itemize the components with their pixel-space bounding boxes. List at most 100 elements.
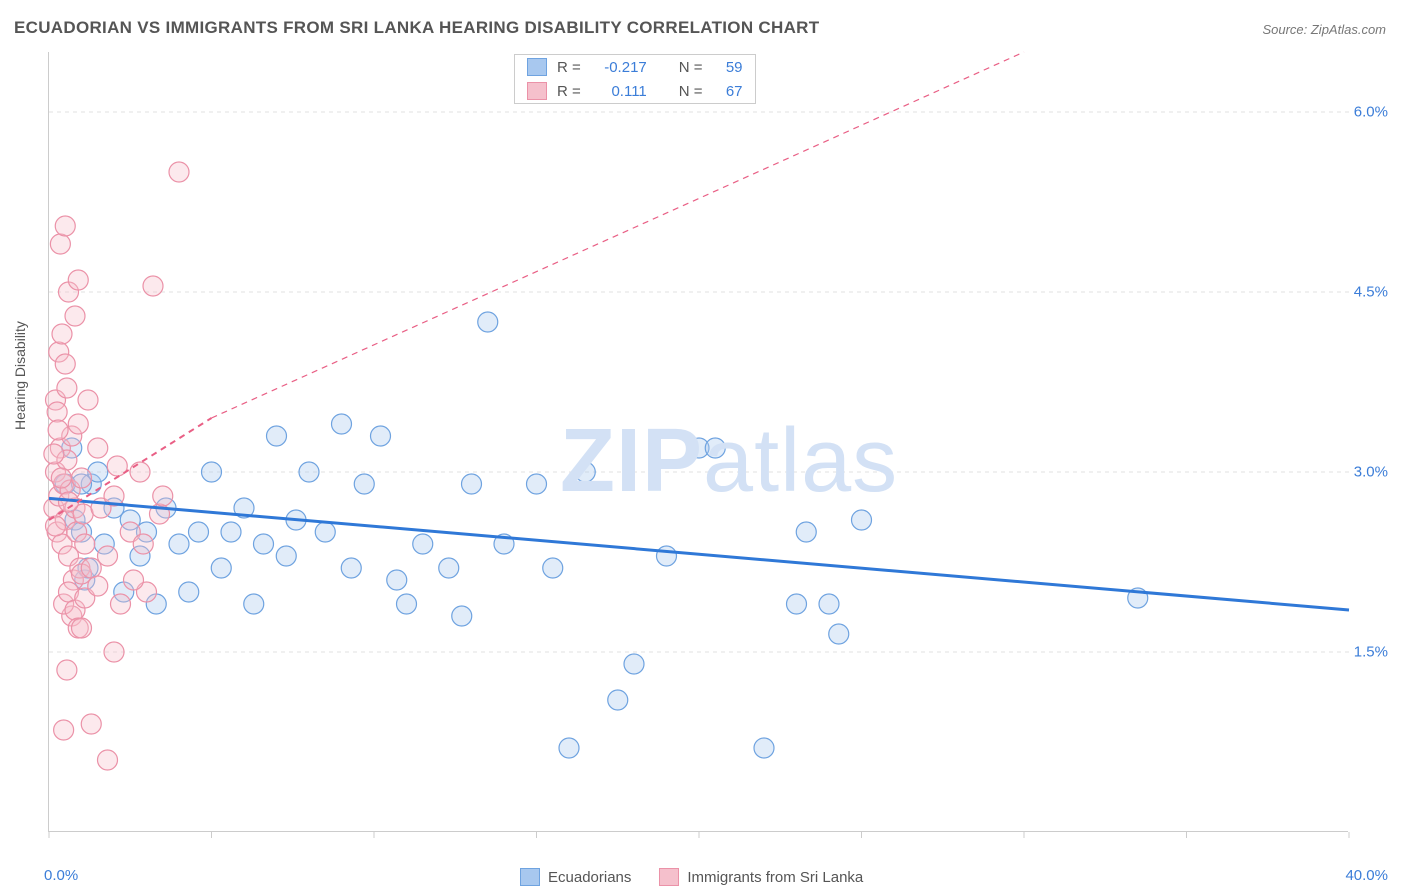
x-tick-max: 40.0% — [1345, 867, 1388, 884]
data-point — [413, 534, 433, 554]
data-point — [575, 462, 595, 482]
data-point — [81, 714, 101, 734]
data-point — [559, 738, 579, 758]
stats-legend-row: R = 0.111 N = 67 — [515, 79, 755, 103]
n-value: 67 — [713, 83, 743, 100]
r-label: R = — [557, 83, 581, 100]
data-point — [72, 618, 92, 638]
data-point — [657, 546, 677, 566]
r-label: R = — [557, 59, 581, 76]
data-point — [387, 570, 407, 590]
series-name: Immigrants from Sri Lanka — [687, 869, 863, 886]
n-label: N = — [679, 59, 703, 76]
stats-legend-row: R = -0.217 N = 59 — [515, 55, 755, 79]
regression-line — [49, 498, 1349, 610]
data-point — [68, 270, 88, 290]
data-point — [221, 522, 241, 542]
data-point — [397, 594, 417, 614]
data-point — [55, 216, 75, 236]
plot-area — [48, 52, 1348, 832]
n-value: 59 — [713, 59, 743, 76]
data-point — [98, 750, 118, 770]
data-point — [527, 474, 547, 494]
data-point — [341, 558, 361, 578]
data-point — [202, 462, 222, 482]
data-point — [371, 426, 391, 446]
n-label: N = — [679, 83, 703, 100]
data-point — [65, 306, 85, 326]
data-point — [51, 468, 71, 488]
data-point — [44, 444, 64, 464]
data-point — [130, 462, 150, 482]
data-point — [48, 420, 68, 440]
data-point — [829, 624, 849, 644]
data-point — [787, 594, 807, 614]
x-tick-min: 0.0% — [44, 867, 78, 884]
data-point — [78, 390, 98, 410]
series-legend-item: Ecuadorians — [520, 868, 631, 886]
data-point — [72, 468, 92, 488]
data-point — [244, 594, 264, 614]
y-tick-label: 3.0% — [1354, 464, 1388, 481]
chart-title: ECUADORIAN VS IMMIGRANTS FROM SRI LANKA … — [14, 18, 819, 38]
data-point — [57, 660, 77, 680]
data-point — [462, 474, 482, 494]
data-point — [68, 414, 88, 434]
legend-swatch — [659, 868, 679, 886]
data-point — [75, 534, 95, 554]
series-legend: Ecuadorians Immigrants from Sri Lanka — [520, 868, 863, 886]
data-point — [354, 474, 374, 494]
data-point — [332, 414, 352, 434]
y-tick-label: 6.0% — [1354, 104, 1388, 121]
data-point — [179, 582, 199, 602]
data-point — [819, 594, 839, 614]
data-point — [46, 516, 66, 536]
data-point — [439, 558, 459, 578]
data-point — [796, 522, 816, 542]
legend-swatch — [520, 868, 540, 886]
data-point — [98, 546, 118, 566]
data-point — [315, 522, 335, 542]
data-point — [55, 354, 75, 374]
r-value: 0.111 — [591, 83, 647, 100]
stats-legend: R = -0.217 N = 59 R = 0.111 N = 67 — [514, 54, 756, 104]
data-point — [52, 324, 72, 344]
source-label: Source: ZipAtlas.com — [1262, 22, 1386, 37]
data-point — [88, 576, 108, 596]
data-point — [705, 438, 725, 458]
data-point — [189, 522, 209, 542]
y-axis-label: Hearing Disability — [12, 321, 28, 430]
data-point — [54, 720, 74, 740]
data-point — [276, 546, 296, 566]
data-point — [267, 426, 287, 446]
y-tick-label: 1.5% — [1354, 644, 1388, 661]
data-point — [543, 558, 563, 578]
data-point — [57, 378, 77, 398]
data-point — [111, 594, 131, 614]
data-point — [47, 402, 67, 422]
data-point — [104, 642, 124, 662]
data-point — [211, 558, 231, 578]
data-point — [133, 534, 153, 554]
r-value: -0.217 — [591, 59, 647, 76]
data-point — [88, 438, 108, 458]
series-name: Ecuadorians — [548, 869, 631, 886]
data-point — [50, 234, 70, 254]
data-point — [169, 534, 189, 554]
y-tick-label: 4.5% — [1354, 284, 1388, 301]
data-point — [754, 738, 774, 758]
data-point — [478, 312, 498, 332]
data-point — [143, 276, 163, 296]
legend-swatch — [527, 58, 547, 76]
regression-extrapolation — [212, 52, 1025, 418]
data-point — [624, 654, 644, 674]
legend-swatch — [527, 82, 547, 100]
data-point — [452, 606, 472, 626]
data-point — [169, 162, 189, 182]
data-point — [608, 690, 628, 710]
data-point — [153, 486, 173, 506]
data-point — [299, 462, 319, 482]
series-legend-item: Immigrants from Sri Lanka — [659, 868, 863, 886]
data-point — [254, 534, 274, 554]
data-point — [124, 570, 144, 590]
